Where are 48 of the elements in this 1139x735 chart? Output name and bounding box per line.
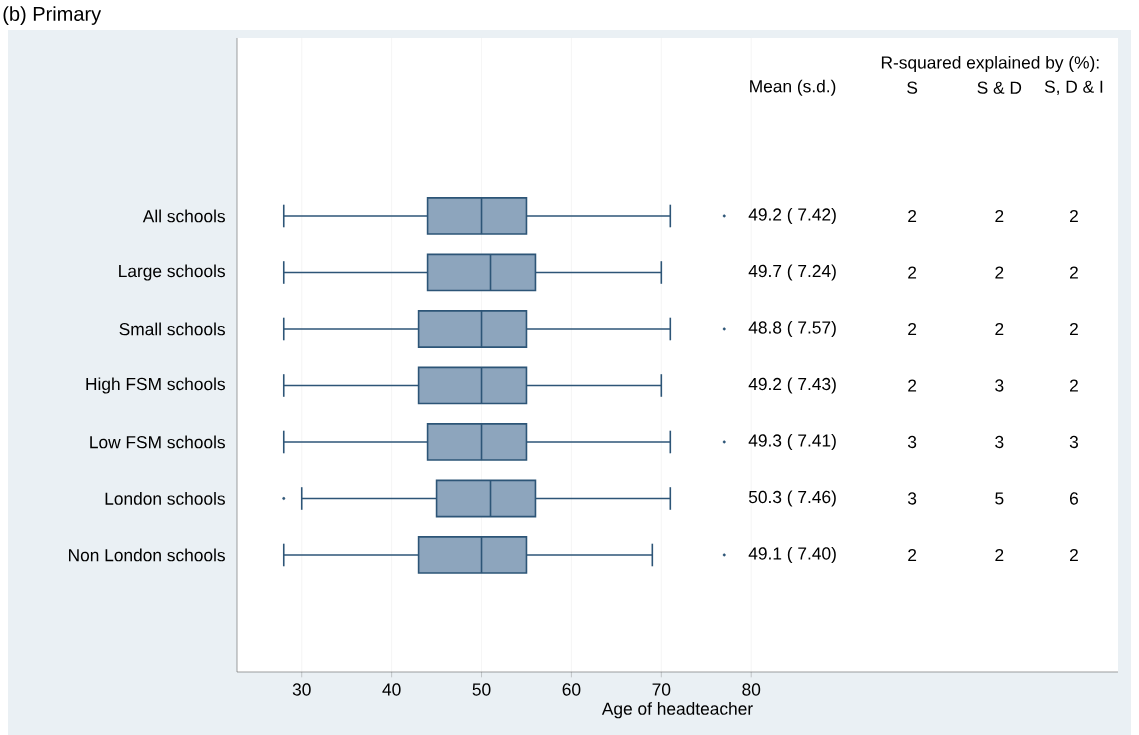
- x-tick-label: 70: [652, 683, 671, 696]
- y-tick-label: Non London schools: [69, 548, 225, 562]
- x-tick-label: 30: [292, 683, 311, 696]
- y-tick-label: Small schools: [119, 322, 225, 336]
- annotation: 48.8 ( 7.57): [748, 320, 836, 338]
- x-tick-label: 50: [472, 683, 491, 696]
- annotation: 2: [1070, 322, 1078, 336]
- y-tick-label: High FSM schools: [86, 377, 225, 394]
- annotation: 2: [908, 322, 917, 336]
- annotation: 2: [995, 209, 1004, 223]
- y-tick-label: London schools: [105, 492, 225, 505]
- annotation: 50.3 ( 7.46): [748, 490, 836, 507]
- y-tick-label: Large schools: [119, 264, 225, 281]
- x-axis-title: Age of headteacher: [601, 702, 753, 719]
- annotation: 3: [995, 379, 1004, 392]
- annotation: 49.2 ( 7.43): [748, 377, 836, 394]
- annotation: 3: [907, 435, 917, 449]
- x-tick-label: 60: [562, 683, 581, 696]
- annotation: 2: [995, 548, 1004, 562]
- annotation: 2: [1070, 548, 1078, 562]
- annotation: 3: [907, 492, 917, 505]
- annotation: 2: [908, 266, 917, 279]
- annotation: 2: [908, 548, 917, 562]
- text: S & D: [977, 81, 1022, 94]
- annotation: 3: [995, 435, 1004, 449]
- annotation: 2: [908, 209, 917, 223]
- x-tick-label: 80: [742, 683, 761, 696]
- annotation: 2: [995, 266, 1004, 279]
- y-tick-label: All schools: [142, 209, 225, 223]
- text: S, D & I: [1044, 80, 1103, 95]
- annotation: 49.7 ( 7.24): [748, 264, 836, 281]
- annotation: 6: [1070, 492, 1079, 505]
- text: Mean (s.d.): [750, 79, 836, 96]
- annotation: 49.1 ( 7.40): [748, 546, 836, 564]
- annotation: 2: [908, 379, 917, 392]
- annotation: 49.3 ( 7.41): [748, 433, 836, 451]
- annotation: 3: [1069, 435, 1079, 449]
- text: (b) Primary: [3, 6, 102, 25]
- x-tick-label: 40: [382, 683, 401, 696]
- text: S: [907, 81, 918, 94]
- text: R-squared explained by (%):: [881, 55, 1099, 73]
- y-tick-label: Low FSM schools: [90, 435, 225, 449]
- annotation: 2: [1070, 379, 1078, 392]
- annotation: 2: [1070, 209, 1078, 223]
- annotation: 5: [995, 492, 1004, 505]
- annotation: 2: [995, 322, 1004, 336]
- annotation: 2: [1070, 266, 1078, 279]
- annotation: 49.2 ( 7.42): [748, 207, 836, 225]
